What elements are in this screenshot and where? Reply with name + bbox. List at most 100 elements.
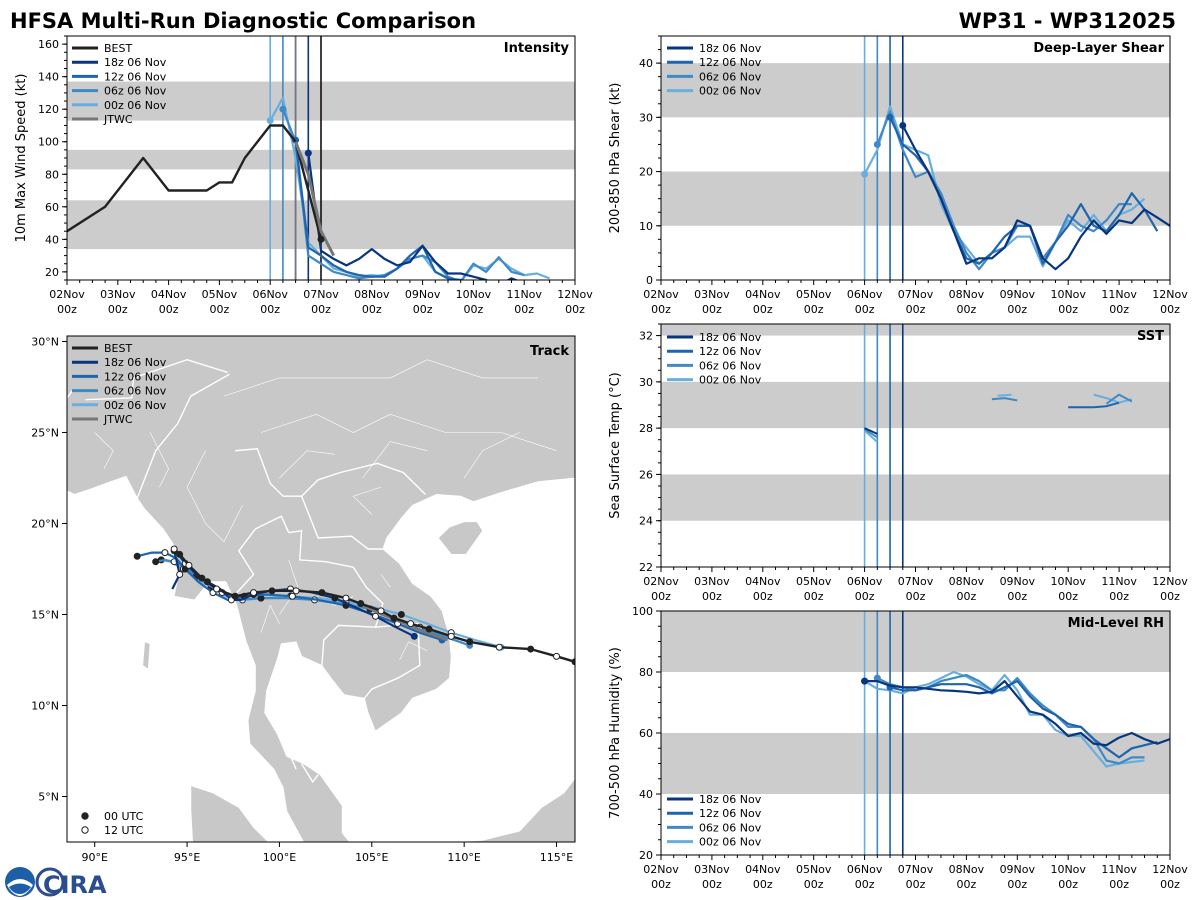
province-border [260, 413, 557, 451]
best-marker-12utc [292, 587, 300, 595]
sst-xtick-label: 03Nov [694, 575, 730, 588]
province-border [186, 450, 243, 543]
cira-logo-text: CIRA [43, 871, 107, 899]
shear-run-line [901, 124, 1170, 271]
rh-xtick-sublabel: 00z [855, 878, 875, 891]
sst-shaded-band [661, 474, 1170, 521]
track-lat-label: 10°N [31, 699, 59, 712]
track-marker-12utc [176, 570, 184, 578]
rh-xtick-label: 11Nov [1101, 863, 1137, 876]
intensity-xtick-sublabel: 00z [311, 303, 331, 316]
shear-xtick-sublabel: 00z [855, 303, 875, 316]
rh-ytick-label: 40 [639, 788, 653, 801]
province-border [149, 432, 169, 488]
sst-xtick-label: 12Nov [1152, 575, 1188, 588]
best-marker-00utc [357, 600, 365, 608]
marker-legend-00utc [81, 812, 89, 820]
sst-xtick-label: 11Nov [1101, 575, 1137, 588]
sst-xtick-sublabel: 00z [651, 590, 671, 603]
rh-run-line [864, 680, 1170, 747]
intensity-xtick-sublabel: 00z [413, 303, 433, 316]
intensity-legend-label: JTWC [103, 113, 133, 126]
intensity-jtwc-series [294, 141, 336, 257]
rh-xtick-sublabel: 00z [804, 878, 824, 891]
best-marker-00utc [466, 638, 474, 646]
intensity-ytick-label: 20 [45, 266, 59, 279]
track-legend-label: 00z 06 Nov [104, 399, 167, 412]
track-title: Track [530, 344, 569, 359]
best-marker-00utc [268, 587, 276, 595]
rh-xtick-label: 08Nov [949, 863, 985, 876]
track-lon-label: 95°E [174, 851, 200, 864]
rh-ytick-label: 100 [632, 605, 653, 618]
cira-logo: CIRA [35, 867, 107, 899]
intensity-xtick-sublabel: 00z [260, 303, 280, 316]
sst-ytick-label: 28 [639, 422, 653, 435]
country-border [235, 448, 426, 497]
intensity-panel: 20 40 60 80 100 120 140 160 02Nov 00z 03Nov 00z 04No… [14, 35, 593, 316]
track-lat-label: 30°N [31, 335, 59, 348]
shear-ylabel: 200-850 hPa Shear (kt) [608, 83, 623, 234]
track-lon-label: 90°E [81, 851, 107, 864]
rh-ytick-label: 60 [639, 727, 653, 740]
track-legend-label: JTWC [103, 413, 133, 426]
track-lon-label: 110°E [447, 851, 480, 864]
track-best-line [173, 548, 575, 663]
shear-panel: 0 10 20 30 40 02Nov 00z 03Nov 00z 04Nov 00z 05Nov 00… [608, 35, 1188, 316]
sst-xtick-sublabel: 00z [906, 590, 926, 603]
rh-ylabel: 700-500 hPa Humidity (%) [608, 647, 623, 819]
sst-ytick-label: 30 [639, 376, 653, 389]
sst-xtick-label: 02Nov [643, 575, 679, 588]
rh-xtick-label: 07Nov [898, 863, 934, 876]
country-border [265, 690, 297, 770]
rh-run-start-marker [873, 674, 881, 682]
sst-run-segment [1068, 401, 1120, 409]
track-run-start-marker [410, 632, 418, 640]
sst-title: SST [1137, 329, 1164, 344]
intensity-run-line [294, 139, 466, 280]
rh-panel: 20 40 60 80 100 02Nov 00z 03Nov 00z 04Nov 00z 05Nov… [608, 605, 1188, 891]
shear-xtick-label: 10Nov [1050, 288, 1086, 301]
best-marker-12utc [250, 589, 258, 597]
intensity-xtick-label: 11Nov [506, 288, 542, 301]
sst-xtick-label: 04Nov [745, 575, 781, 588]
intensity-ytick-label: 140 [38, 71, 59, 84]
intensity-xtick-sublabel: 00z [565, 303, 585, 316]
rh-xtick-sublabel: 00z [702, 878, 722, 891]
sst-xtick-label: 09Nov [1000, 575, 1036, 588]
intensity-xtick-sublabel: 00z [159, 303, 179, 316]
province-border [380, 574, 391, 588]
shear-xtick-label: 12Nov [1152, 288, 1188, 301]
best-marker-12utc [377, 607, 385, 615]
intensity-ytick-label: 40 [45, 233, 59, 246]
sst-panel: 22 24 26 28 30 32 02Nov 00z 03Nov 00z 04Nov 00z 05No… [608, 323, 1188, 603]
intensity-xtick-label: 03Nov [100, 288, 136, 301]
storm-id: WP31 - WP312025 [959, 9, 1176, 33]
rh-xtick-label: 04Nov [745, 863, 781, 876]
shear-legend-label: 00z 06 Nov [699, 85, 762, 98]
sst-ytick-label: 22 [639, 561, 653, 574]
sst-xtick-label: 07Nov [898, 575, 934, 588]
intensity-xtick-label: 05Nov [202, 288, 238, 301]
map-area [67, 336, 575, 842]
rh-xtick-sublabel: 00z [1109, 878, 1129, 891]
shear-xtick-sublabel: 00z [651, 303, 671, 316]
intensity-title: Intensity [504, 41, 570, 56]
shear-legend-label: 18z 06 Nov [699, 42, 762, 55]
shear-ytick-label: 20 [639, 166, 653, 179]
intensity-xtick-sublabel: 00z [464, 303, 484, 316]
sst-xtick-sublabel: 00z [1109, 590, 1129, 603]
rh-xtick-sublabel: 00z [753, 878, 773, 891]
shear-run-start-marker [861, 170, 869, 178]
sst-shaded-band [661, 381, 1170, 429]
marker-legend-label: 00 UTC [104, 810, 144, 823]
province-border [279, 559, 299, 615]
track-legend-label: 12z 06 Nov [104, 370, 167, 383]
best-marker-00utc [198, 574, 206, 582]
land-sumatra [190, 785, 269, 842]
shear-xtick-label: 03Nov [694, 288, 730, 301]
best-marker-12utc [342, 594, 350, 602]
track-marker-12utc [371, 612, 379, 620]
